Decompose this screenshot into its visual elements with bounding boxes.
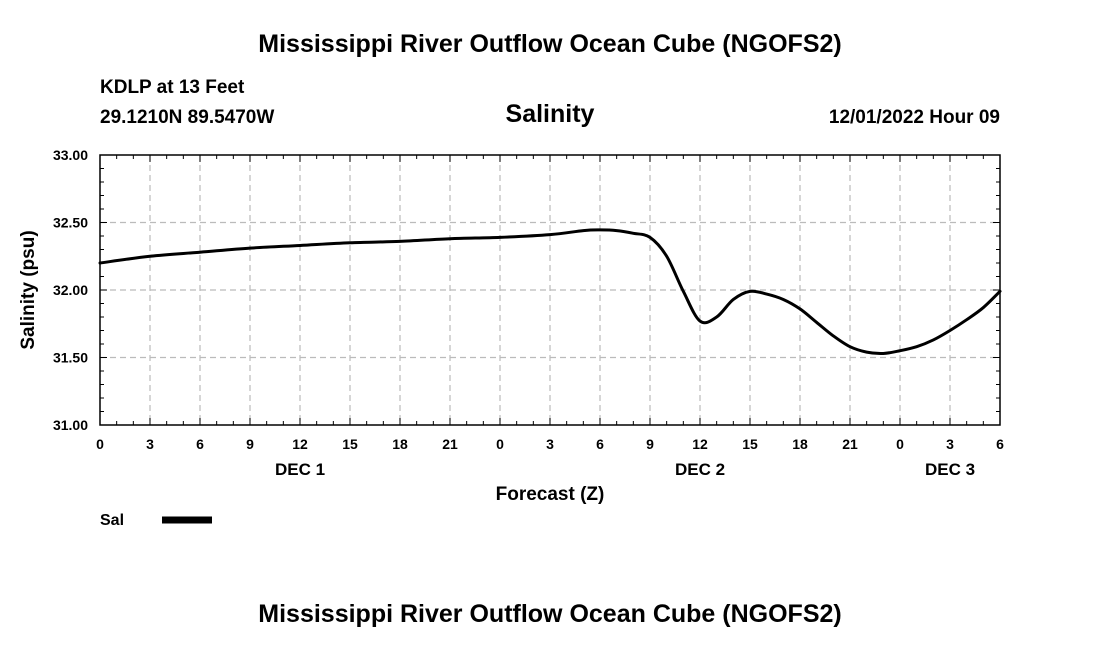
x-tick-label: 0 <box>896 436 904 452</box>
footer-title: Mississippi River Outflow Ocean Cube (NG… <box>258 600 842 628</box>
y-tick-label: 32.50 <box>53 215 88 231</box>
date-label: DEC 3 <box>925 460 975 479</box>
x-tick-label: 18 <box>392 436 408 452</box>
x-tick-label: 9 <box>246 436 254 452</box>
x-tick-label: 15 <box>342 436 358 452</box>
series-line-sal <box>98 228 1002 356</box>
grid <box>100 155 1000 425</box>
x-tick-label: 18 <box>792 436 808 452</box>
date-label: DEC 2 <box>675 460 725 479</box>
x-tick-label: 21 <box>842 436 858 452</box>
x-tick-label: 12 <box>292 436 308 452</box>
x-tick-label: 3 <box>946 436 954 452</box>
x-tick-label: 21 <box>442 436 458 452</box>
x-tick-label: 0 <box>496 436 504 452</box>
x-tick-label: 6 <box>596 436 604 452</box>
chart-title: Salinity <box>505 100 595 128</box>
axis-labels: 0 3 6 9 12 15 18 21 0 3 6 9 12 15 18 21 0 3 6 31.00 31.50 32.… <box>53 147 1004 479</box>
x-tick-label: 6 <box>196 436 204 452</box>
y-tick-label: 31.50 <box>53 350 88 366</box>
x-tick-label: 3 <box>546 436 554 452</box>
x-axis-title: Forecast (Z) <box>496 484 605 505</box>
y-tick-label: 31.00 <box>53 417 88 433</box>
x-tick-label: 3 <box>146 436 154 452</box>
x-tick-label: 9 <box>646 436 654 452</box>
station-coordinates: 29.1210N 89.5470W <box>100 107 275 128</box>
y-axis-title: Salinity (psu) <box>18 230 39 349</box>
x-tick-label: 12 <box>692 436 708 452</box>
x-tick-label: 15 <box>742 436 758 452</box>
station-name: KDLP at 13 Feet <box>100 77 245 98</box>
date-label: DEC 1 <box>275 460 325 479</box>
plot-frame <box>99 154 1001 426</box>
chart-main-title: Mississippi River Outflow Ocean Cube (NG… <box>258 30 842 58</box>
y-tick-label: 33.00 <box>53 147 88 163</box>
x-tick-label: 0 <box>96 436 104 452</box>
y-tick-label: 32.00 <box>53 282 88 298</box>
x-tick-label: 6 <box>996 436 1004 452</box>
legend-label-sal: Sal <box>100 512 124 529</box>
forecast-datetime: 12/01/2022 Hour 09 <box>828 107 1000 128</box>
